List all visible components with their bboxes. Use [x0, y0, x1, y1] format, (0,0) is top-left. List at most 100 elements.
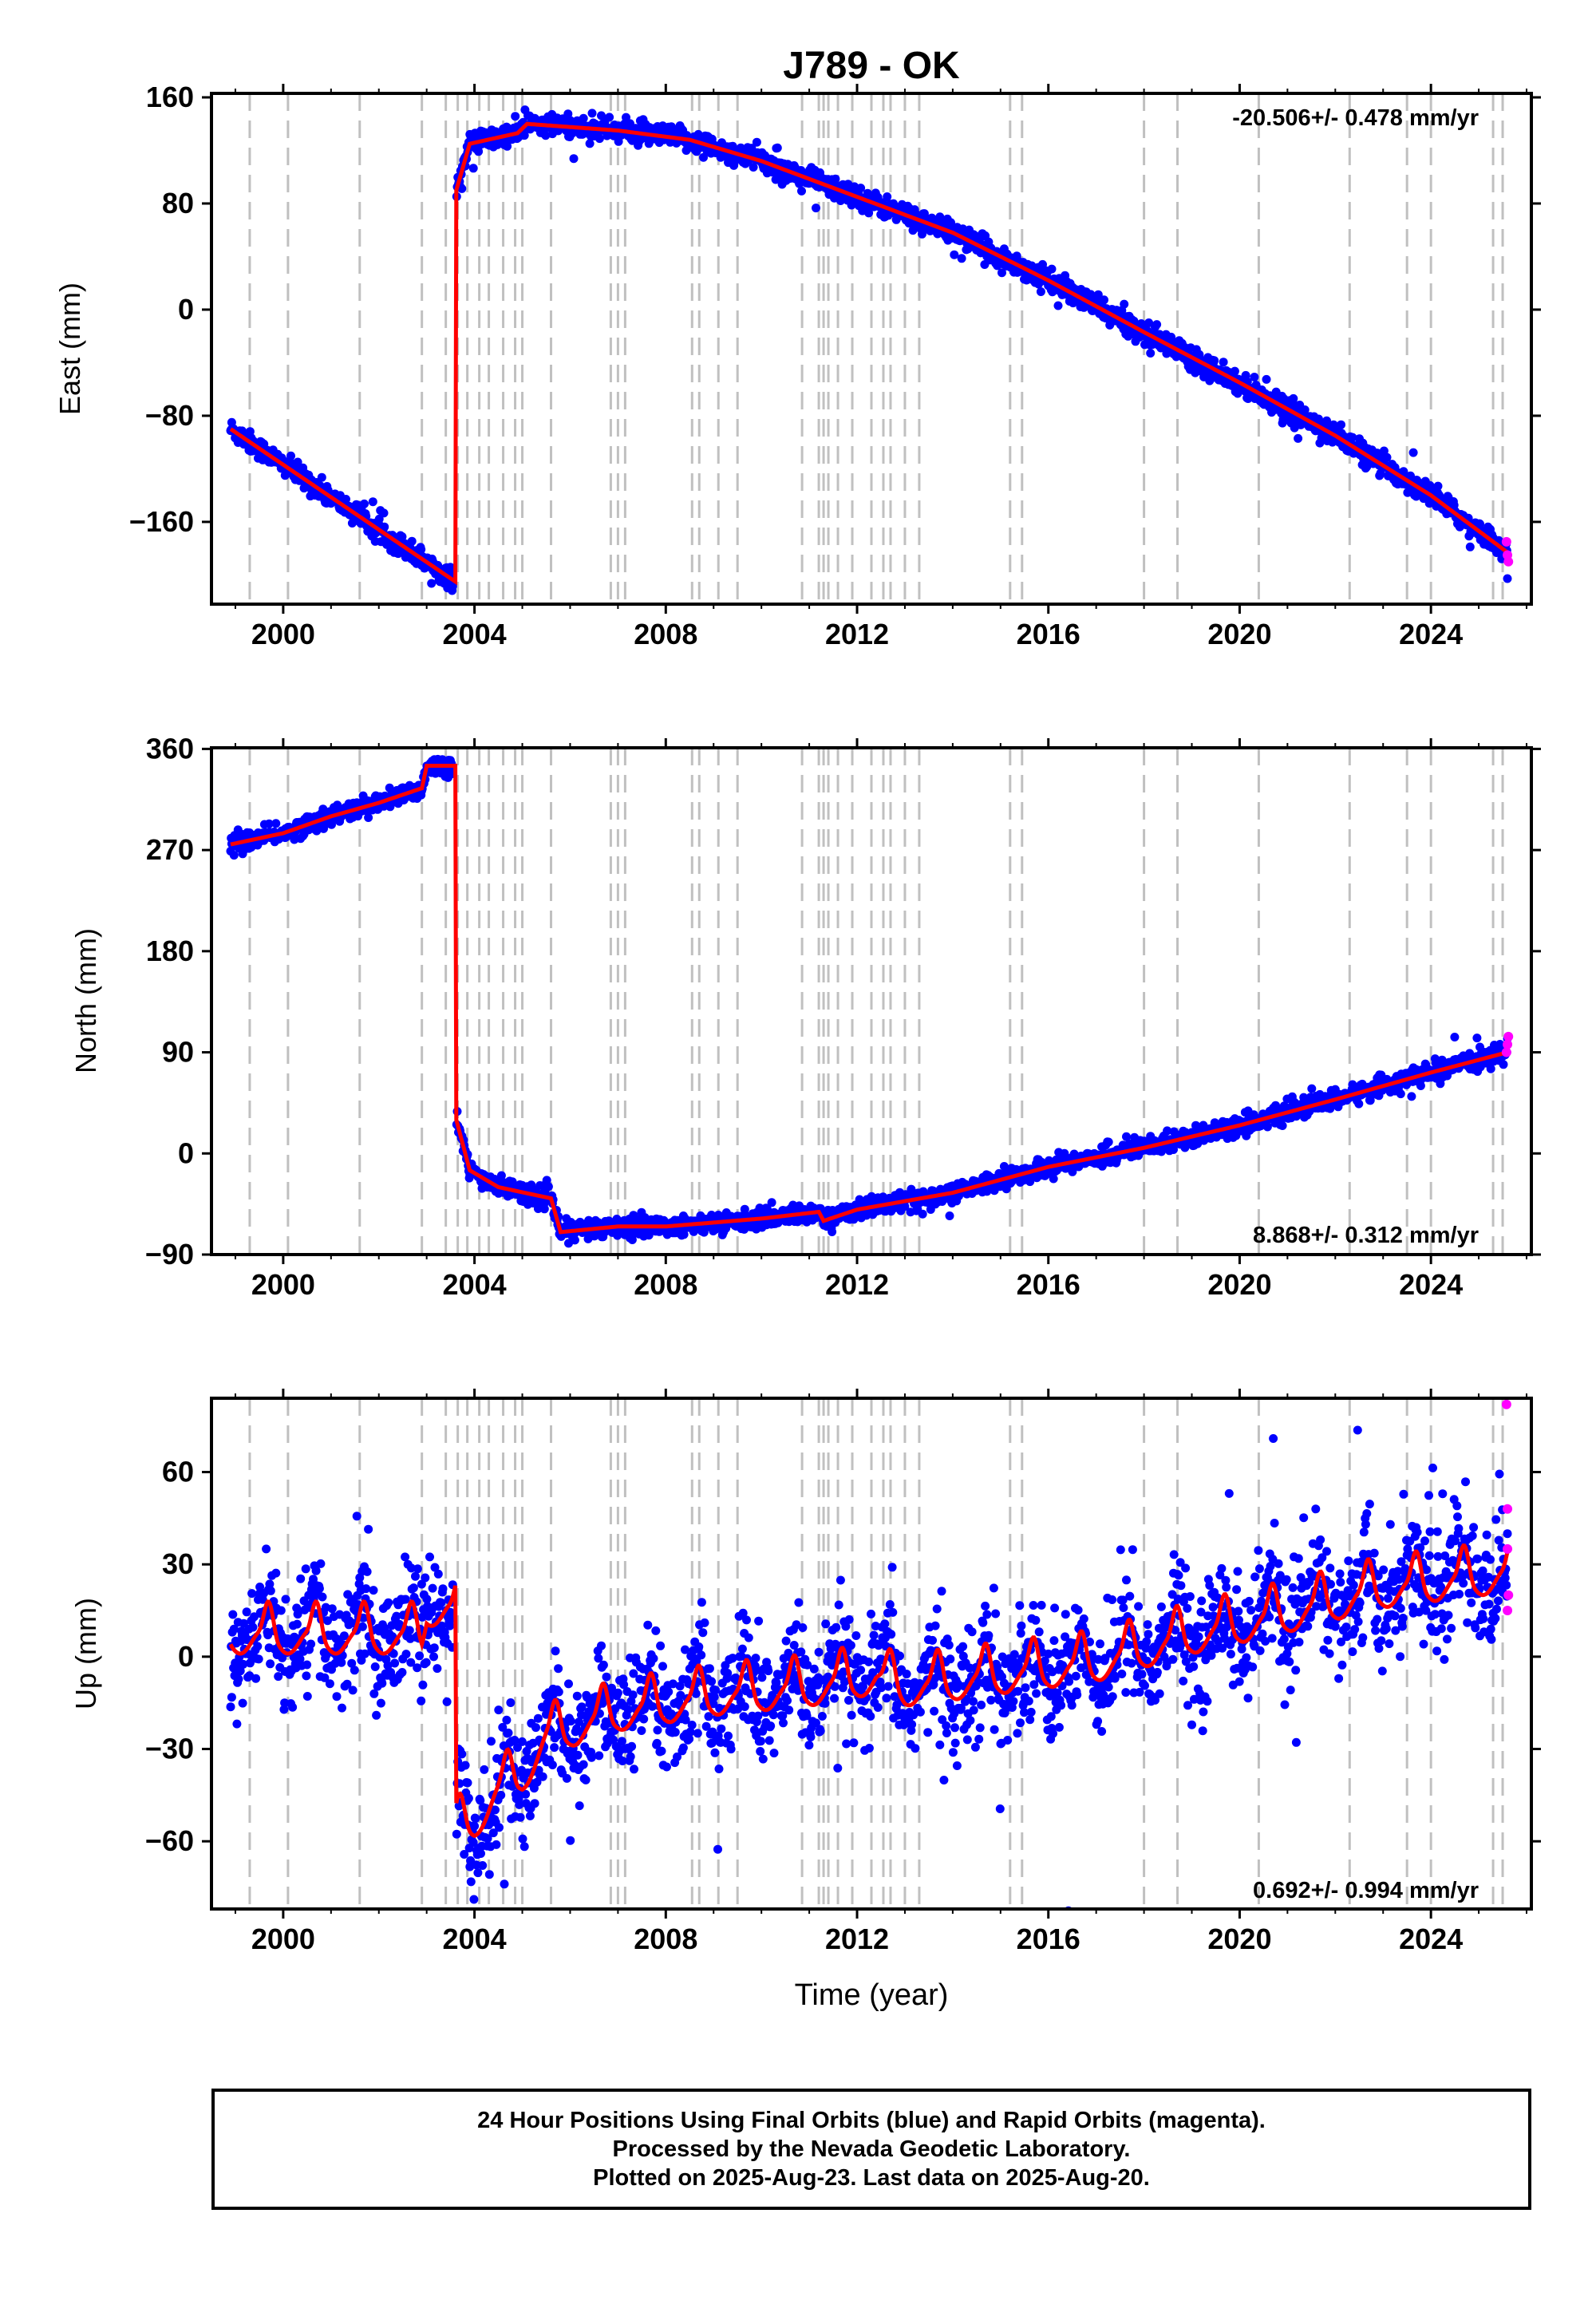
east-xtick-label-6: 2024	[1399, 618, 1463, 650]
up-final-point-21	[238, 1698, 247, 1708]
north-ytick-label-4: 270	[146, 833, 194, 866]
up-final-point-88	[276, 1606, 286, 1615]
north-xtick-label-3: 2012	[825, 1268, 889, 1301]
north-final-point-541	[539, 1204, 549, 1214]
up-final-point-6	[229, 1624, 239, 1634]
north-model-line	[230, 764, 1508, 1235]
east-xtick-label-1: 2004	[443, 618, 507, 650]
north-ytick-label-1: 0	[178, 1136, 194, 1169]
up-final-point-51	[255, 1583, 265, 1591]
up-final-point-116	[292, 1619, 302, 1629]
east-model-line	[229, 121, 1509, 586]
up-final-point-194	[338, 1703, 346, 1713]
east-final-point-1092	[856, 184, 866, 193]
north-final-point-548	[543, 1182, 553, 1192]
up-final-point-62	[262, 1544, 271, 1554]
east-final-point-506	[519, 131, 529, 140]
east-final-point-201	[342, 495, 350, 504]
east-final-point-105	[286, 451, 295, 460]
north-xtick-label-1: 2004	[443, 1268, 507, 1301]
east-final-point-1854	[1294, 433, 1303, 443]
up-final-point-0	[226, 1702, 235, 1712]
up-final-point-96	[281, 1595, 290, 1604]
up-final-point-39	[248, 1622, 258, 1632]
east-final-point-332	[417, 545, 426, 554]
east-final-point-1608	[1152, 320, 1162, 330]
north-final-point-696	[629, 1211, 638, 1220]
north-ytick-label-5: 360	[146, 732, 194, 765]
east-final-point-1106	[864, 208, 874, 218]
north-final-point-1247	[945, 1211, 954, 1220]
east-final-point-1436	[1053, 301, 1063, 310]
north-xtick-label-0: 2000	[251, 1268, 315, 1301]
north-final-point-1042	[828, 1227, 837, 1236]
north-final-point-784	[679, 1230, 689, 1239]
up-final-point-132	[302, 1671, 311, 1681]
up-final-point-117	[293, 1610, 302, 1619]
east-final-point-543	[541, 131, 551, 140]
north-final-point-6	[229, 851, 239, 860]
east-final-point-316	[407, 536, 417, 546]
east-final-point-248	[368, 497, 377, 507]
north-final-point-1200	[918, 1209, 927, 1219]
east-final-point-592	[569, 154, 579, 164]
north-final-point-723	[644, 1231, 654, 1240]
up-final-point-122	[296, 1574, 306, 1583]
north-xtick-label-2: 2008	[634, 1268, 697, 1301]
up-final-point-216	[350, 1666, 359, 1675]
north-final-point-594	[570, 1235, 579, 1245]
east-axes-frame	[210, 92, 1533, 606]
up-final-point-211	[347, 1658, 357, 1668]
east-final-point-1778	[1250, 373, 1259, 381]
up-final-point-41	[250, 1612, 259, 1622]
north-rate-label: 8.868+/- 0.312 mm/yr	[1253, 1223, 1479, 1248]
north-final-point-1428	[1049, 1174, 1058, 1184]
up-final-point-93	[279, 1705, 289, 1714]
east-final-point-654	[605, 113, 614, 122]
east-final-point-117	[293, 457, 302, 467]
east-final-point-911	[752, 137, 761, 147]
north-ylabel: North (mm)	[69, 928, 102, 1073]
up-final-point-23	[239, 1618, 248, 1628]
up-final-point-173	[325, 1679, 334, 1689]
north-final-point-1555	[1122, 1132, 1131, 1141]
east-final-point-1406	[1036, 287, 1045, 296]
up-final-point-47	[253, 1642, 263, 1651]
up-final-point-2	[227, 1693, 236, 1702]
up-final-point-134	[302, 1692, 312, 1701]
up-final-point-69	[266, 1659, 275, 1669]
east-final-point-267	[379, 508, 389, 518]
up-final-point-203	[342, 1679, 352, 1689]
east-final-point-2055	[1408, 448, 1418, 457]
up-final-point-121	[295, 1654, 305, 1664]
up-final-point-133	[302, 1660, 312, 1670]
north-final-point-2212	[1499, 1060, 1508, 1069]
north-final-point-67	[264, 819, 274, 828]
north-xtick-label-4: 2016	[1017, 1268, 1080, 1301]
east-final-point-259	[374, 514, 384, 524]
up-final-point-108	[288, 1702, 298, 1712]
east-xtick-label-2: 2008	[634, 618, 697, 650]
north-ytick-label-2: 90	[162, 1036, 194, 1069]
east-final-point-1014	[812, 204, 820, 213]
up-final-point-193	[337, 1658, 346, 1667]
east-final-point-1255	[950, 250, 959, 259]
up-final-point-4	[228, 1610, 238, 1619]
east-ytick-label-4: 160	[146, 81, 194, 113]
east-rate-label: -20.506+/- 0.478 mm/yr	[1232, 105, 1479, 131]
up-final-point-17	[235, 1666, 245, 1676]
east-final-point-620	[585, 139, 595, 148]
east-final-point-637	[595, 134, 604, 144]
north-ytick-label-3: 180	[146, 935, 194, 967]
up-final-point-70	[266, 1586, 275, 1595]
east-final-point-1551	[1120, 299, 1129, 309]
east-final-point-1597	[1146, 349, 1156, 358]
east-rapid-point-0	[1501, 536, 1511, 547]
north-final-point-1626	[1163, 1126, 1172, 1136]
up-final-point-68	[265, 1579, 275, 1589]
east-final-point-2009	[1382, 453, 1392, 462]
east-final-point-1425	[1047, 264, 1057, 274]
up-final-point-83	[274, 1672, 283, 1682]
east-final-point-1048	[831, 174, 840, 184]
